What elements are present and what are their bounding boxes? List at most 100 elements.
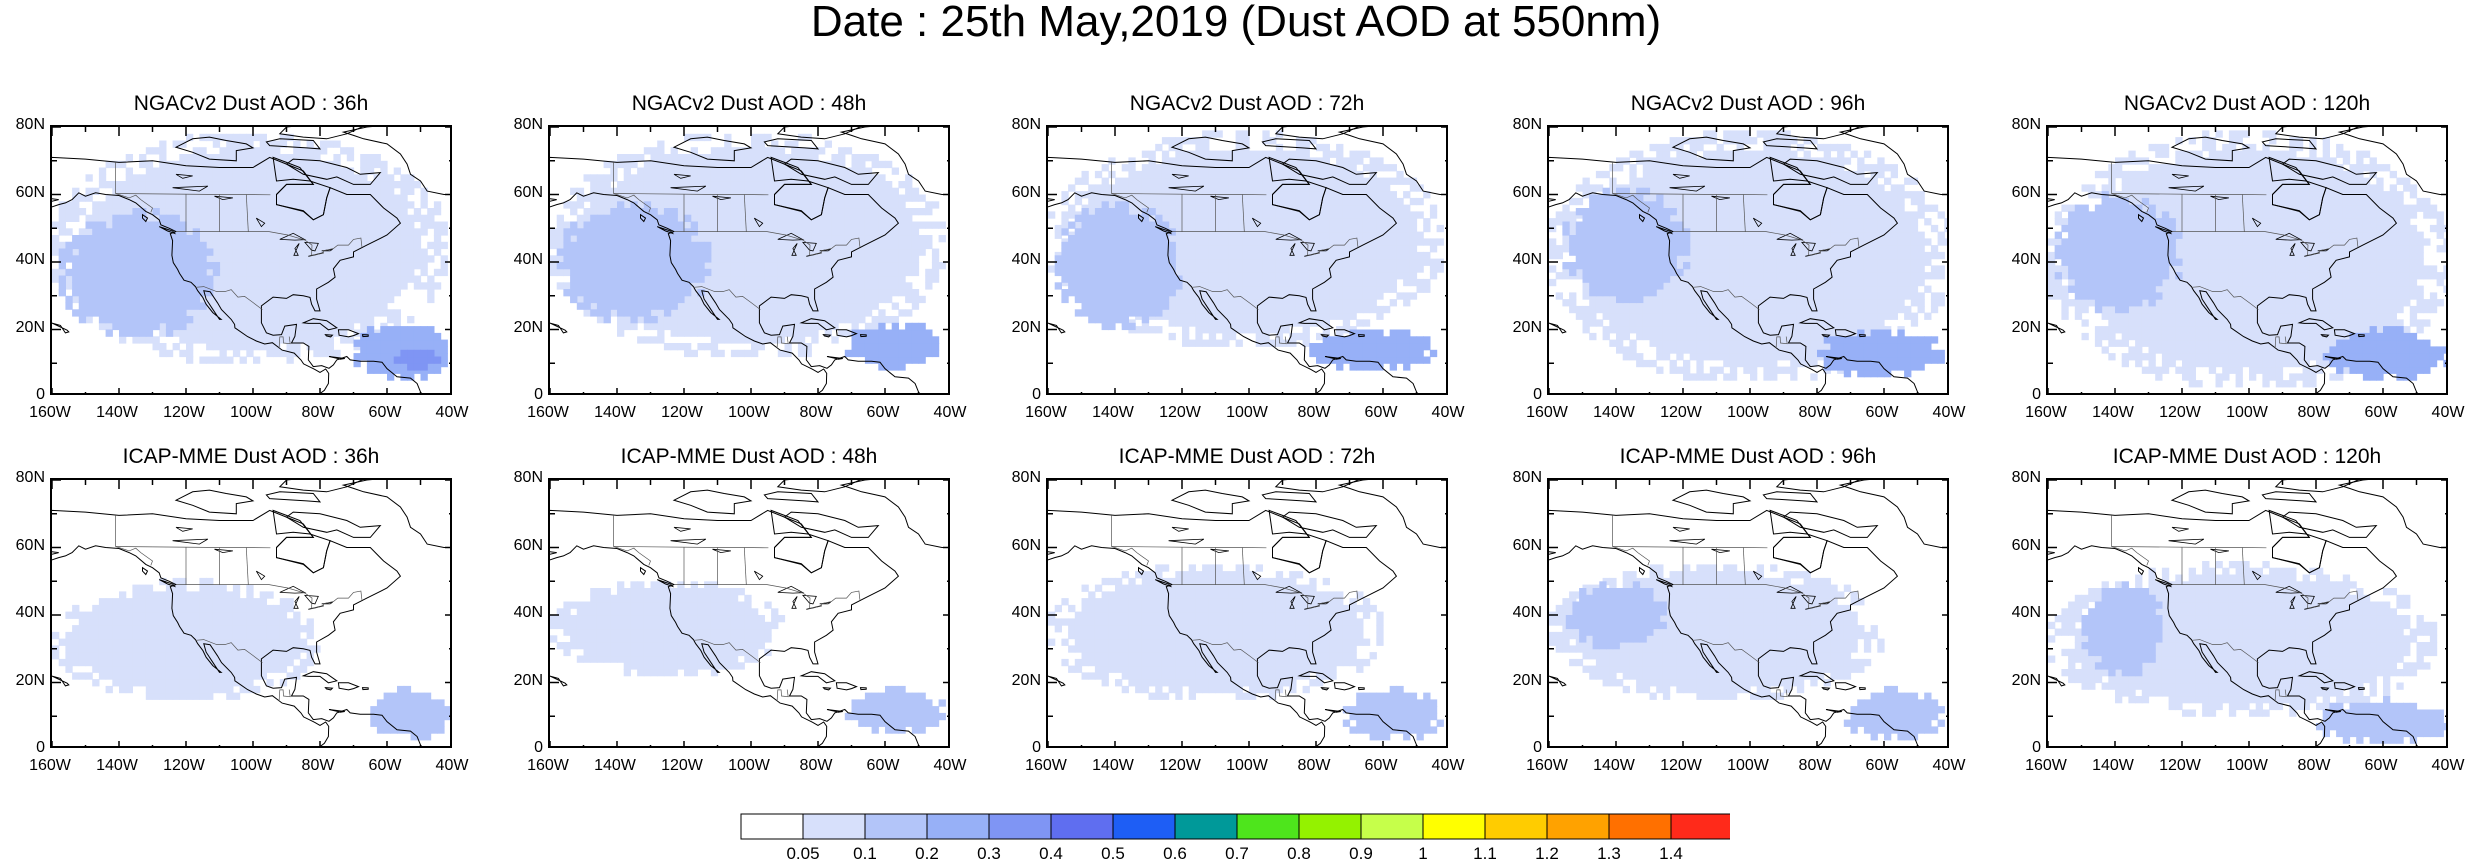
lat-tick-label: 60N <box>2001 538 2041 554</box>
lon-tick-label: 60W <box>1351 405 1411 421</box>
dust-region-0.1 <box>370 686 451 741</box>
lon-tick-label: 120W <box>1651 405 1711 421</box>
lat-tick-label: 80N <box>503 117 543 133</box>
colorbar-swatch <box>1299 814 1361 839</box>
dust-region-0.05 <box>550 581 785 676</box>
lat-tick-label: 80N <box>5 470 45 486</box>
lat-tick-label: 60N <box>1001 185 1041 201</box>
colorbar-swatch <box>803 814 865 839</box>
lon-tick-label: 160W <box>1016 758 1076 774</box>
lat-tick-label: 40N <box>2001 252 2041 268</box>
lon-tick-label: 60W <box>355 758 415 774</box>
lon-tick-label: 80W <box>1785 758 1845 774</box>
colorbar-swatch <box>989 814 1051 839</box>
lon-tick-label: 100W <box>2217 405 2277 421</box>
colorbar-swatch <box>1237 814 1299 839</box>
lat-tick-label: 80N <box>2001 470 2041 486</box>
lat-tick-label: 40N <box>5 252 45 268</box>
lat-tick-label: 80N <box>5 117 45 133</box>
lon-tick-label: 60W <box>1852 758 1912 774</box>
map-panel <box>1547 478 1949 748</box>
lat-tick-label: 80N <box>1502 470 1542 486</box>
map-canvas <box>1048 127 1448 395</box>
map-panel <box>50 478 452 748</box>
lat-tick-label: 60N <box>1502 538 1542 554</box>
lon-tick-label: 60W <box>2351 405 2411 421</box>
lat-tick-label: 60N <box>503 185 543 201</box>
lat-tick-label: 0 <box>503 387 543 403</box>
lat-tick-label: 80N <box>1001 470 1041 486</box>
colorbar-label: 0.2 <box>897 845 957 863</box>
colorbar-swatch <box>1671 814 1730 839</box>
lat-tick-label: 60N <box>5 538 45 554</box>
lat-tick-label: 80N <box>1001 117 1041 133</box>
lon-tick-label: 100W <box>1718 405 1778 421</box>
lon-tick-label: 160W <box>2016 405 2076 421</box>
lon-tick-label: 40W <box>2418 758 2472 774</box>
map-canvas <box>2048 127 2448 395</box>
map-canvas <box>2048 480 2448 748</box>
lat-tick-label: 20N <box>5 673 45 689</box>
lon-tick-label: 160W <box>2016 758 2076 774</box>
colorbar-label: 1 <box>1393 845 1453 863</box>
dust-region-0.2 <box>845 323 939 371</box>
lat-tick-label: 80N <box>2001 117 2041 133</box>
lon-tick-label: 80W <box>2284 758 2344 774</box>
panel-title: ICAP-MME Dust AOD : 96h <box>1547 446 1949 468</box>
colorbar-swatch <box>1609 814 1671 839</box>
lat-tick-label: 0 <box>1502 387 1542 403</box>
dust-region-0.2 <box>1817 330 1945 378</box>
lat-tick-label: 80N <box>503 470 543 486</box>
lon-tick-label: 60W <box>2351 758 2411 774</box>
dust-region-0.05 <box>52 578 321 700</box>
panel-title: NGACv2 Dust AOD : 48h <box>548 93 950 115</box>
lon-tick-label: 40W <box>920 405 980 421</box>
lon-tick-label: 80W <box>1284 405 1344 421</box>
map-panel <box>50 125 452 395</box>
map-panel <box>2046 478 2448 748</box>
panel-title: ICAP-MME Dust AOD : 36h <box>50 446 452 468</box>
lon-tick-label: 60W <box>1351 758 1411 774</box>
lon-tick-label: 140W <box>1584 758 1644 774</box>
lon-tick-label: 60W <box>853 405 913 421</box>
panel-title: NGACv2 Dust AOD : 120h <box>2046 93 2448 115</box>
lon-tick-label: 100W <box>719 758 779 774</box>
map-canvas <box>52 480 452 748</box>
panel-title: ICAP-MME Dust AOD : 120h <box>2046 446 2448 468</box>
colorbar-swatch <box>1051 814 1113 839</box>
colorbar-swatch <box>741 814 803 839</box>
lon-tick-label: 40W <box>422 758 482 774</box>
lon-tick-label: 120W <box>652 758 712 774</box>
colorbar-label: 1.2 <box>1517 845 1577 863</box>
lon-tick-label: 140W <box>1584 405 1644 421</box>
lat-tick-label: 40N <box>5 605 45 621</box>
lon-tick-label: 40W <box>1919 758 1979 774</box>
lat-tick-label: 20N <box>503 673 543 689</box>
colorbar-label: 0.8 <box>1269 845 1329 863</box>
lon-tick-label: 120W <box>652 405 712 421</box>
lat-tick-label: 60N <box>1001 538 1041 554</box>
map-canvas <box>550 480 950 748</box>
lat-tick-label: 40N <box>503 252 543 268</box>
lat-tick-label: 40N <box>1502 252 1542 268</box>
map-canvas <box>550 127 950 395</box>
colorbar-label: 0.1 <box>835 845 895 863</box>
lon-tick-label: 60W <box>853 758 913 774</box>
colorbar-label: 0.9 <box>1331 845 1391 863</box>
lon-tick-label: 100W <box>1217 405 1277 421</box>
colorbar-swatch <box>1547 814 1609 839</box>
lon-tick-label: 140W <box>1083 405 1143 421</box>
lat-tick-label: 40N <box>503 605 543 621</box>
figure-title: Date : 25th May,2019 (Dust AOD at 550nm) <box>0 0 2472 44</box>
lat-tick-label: 20N <box>503 320 543 336</box>
lon-tick-label: 80W <box>1785 405 1845 421</box>
colorbar <box>740 813 1730 841</box>
lon-tick-label: 140W <box>2083 405 2143 421</box>
lat-tick-label: 40N <box>2001 605 2041 621</box>
map-canvas <box>1048 480 1448 748</box>
lon-tick-label: 40W <box>1418 405 1478 421</box>
lon-tick-label: 120W <box>154 405 214 421</box>
map-panel <box>1547 125 1949 395</box>
lon-tick-label: 140W <box>585 758 645 774</box>
colorbar-swatch <box>1485 814 1547 839</box>
